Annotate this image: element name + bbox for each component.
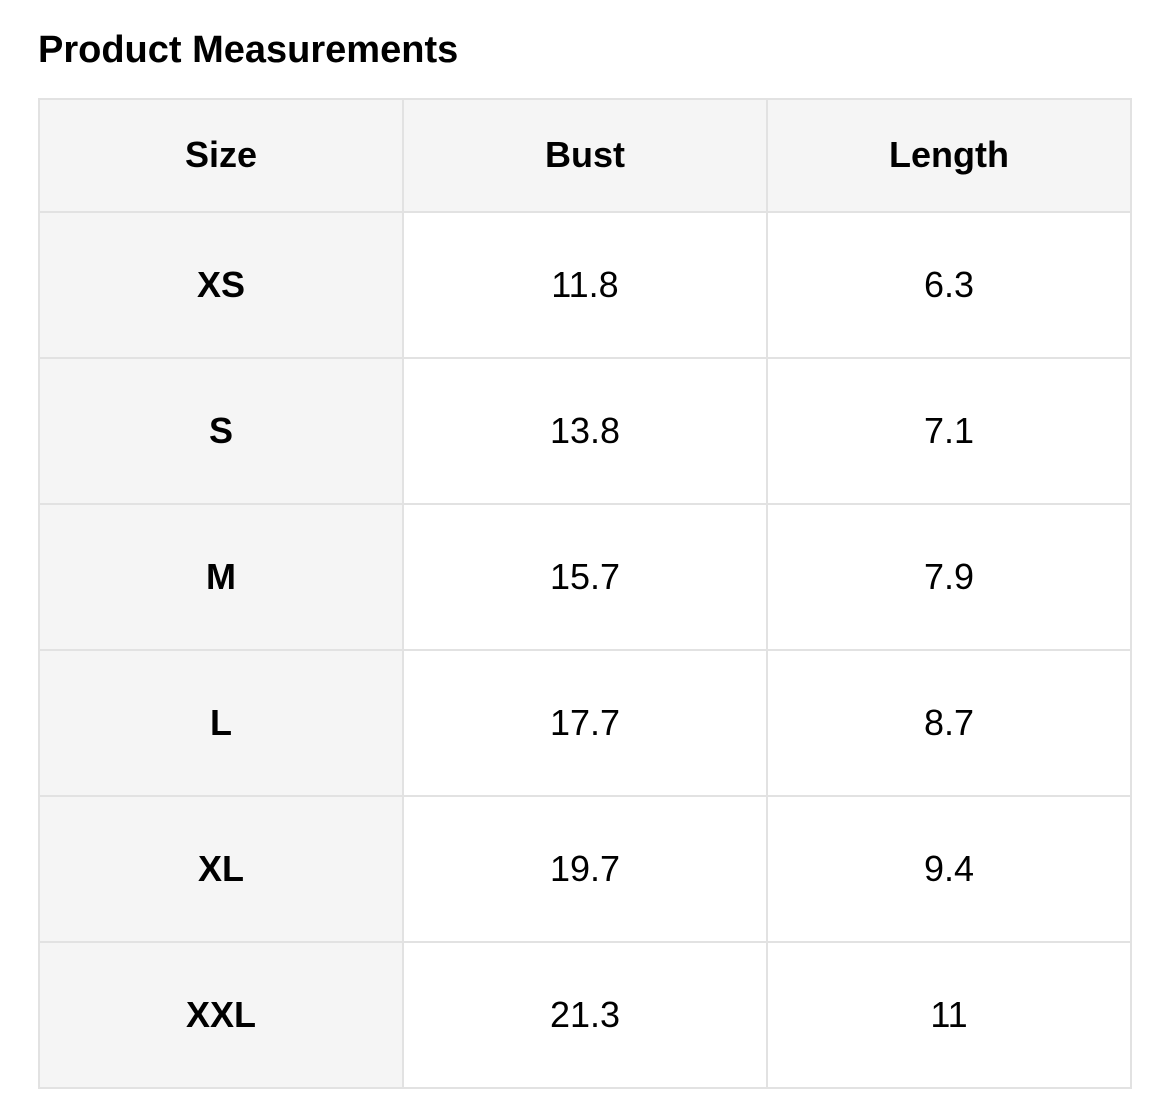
bust-cell: 13.8 (402, 356, 768, 505)
table-body: XS 11.8 6.3 S 13.8 7.1 M 15.7 7.9 L 17.7… (38, 210, 1132, 1089)
table-row-m: M 15.7 7.9 (38, 502, 1132, 651)
column-header-length: Length (766, 97, 1132, 213)
bust-cell: 17.7 (402, 648, 768, 797)
table-row-xxl: XXL 21.3 11 (38, 940, 1132, 1089)
length-cell: 7.9 (766, 502, 1132, 651)
bust-cell: 21.3 (402, 940, 768, 1089)
column-header-size: Size (38, 97, 404, 213)
size-cell: XS (38, 210, 404, 359)
table-row-s: S 13.8 7.1 (38, 356, 1132, 505)
page-title: Product Measurements (38, 29, 459, 71)
product-measurements-table: Size Bust Length XS 11.8 6.3 S 13.8 7.1 … (38, 97, 1132, 1089)
column-header-bust: Bust (402, 97, 768, 213)
length-cell: 8.7 (766, 648, 1132, 797)
length-cell: 9.4 (766, 794, 1132, 943)
bust-cell: 19.7 (402, 794, 768, 943)
table-row-xl: XL 19.7 9.4 (38, 794, 1132, 943)
size-cell: M (38, 502, 404, 651)
length-cell: 6.3 (766, 210, 1132, 359)
table-row-l: L 17.7 8.7 (38, 648, 1132, 797)
table-header: Size Bust Length (38, 97, 1132, 213)
table-row-xs: XS 11.8 6.3 (38, 210, 1132, 359)
length-cell: 7.1 (766, 356, 1132, 505)
bust-cell: 15.7 (402, 502, 768, 651)
size-cell: XL (38, 794, 404, 943)
size-cell: L (38, 648, 404, 797)
size-cell: XXL (38, 940, 404, 1089)
bust-cell: 11.8 (402, 210, 768, 359)
size-cell: S (38, 356, 404, 505)
header-row: Size Bust Length (38, 97, 1132, 213)
length-cell: 11 (766, 940, 1132, 1089)
